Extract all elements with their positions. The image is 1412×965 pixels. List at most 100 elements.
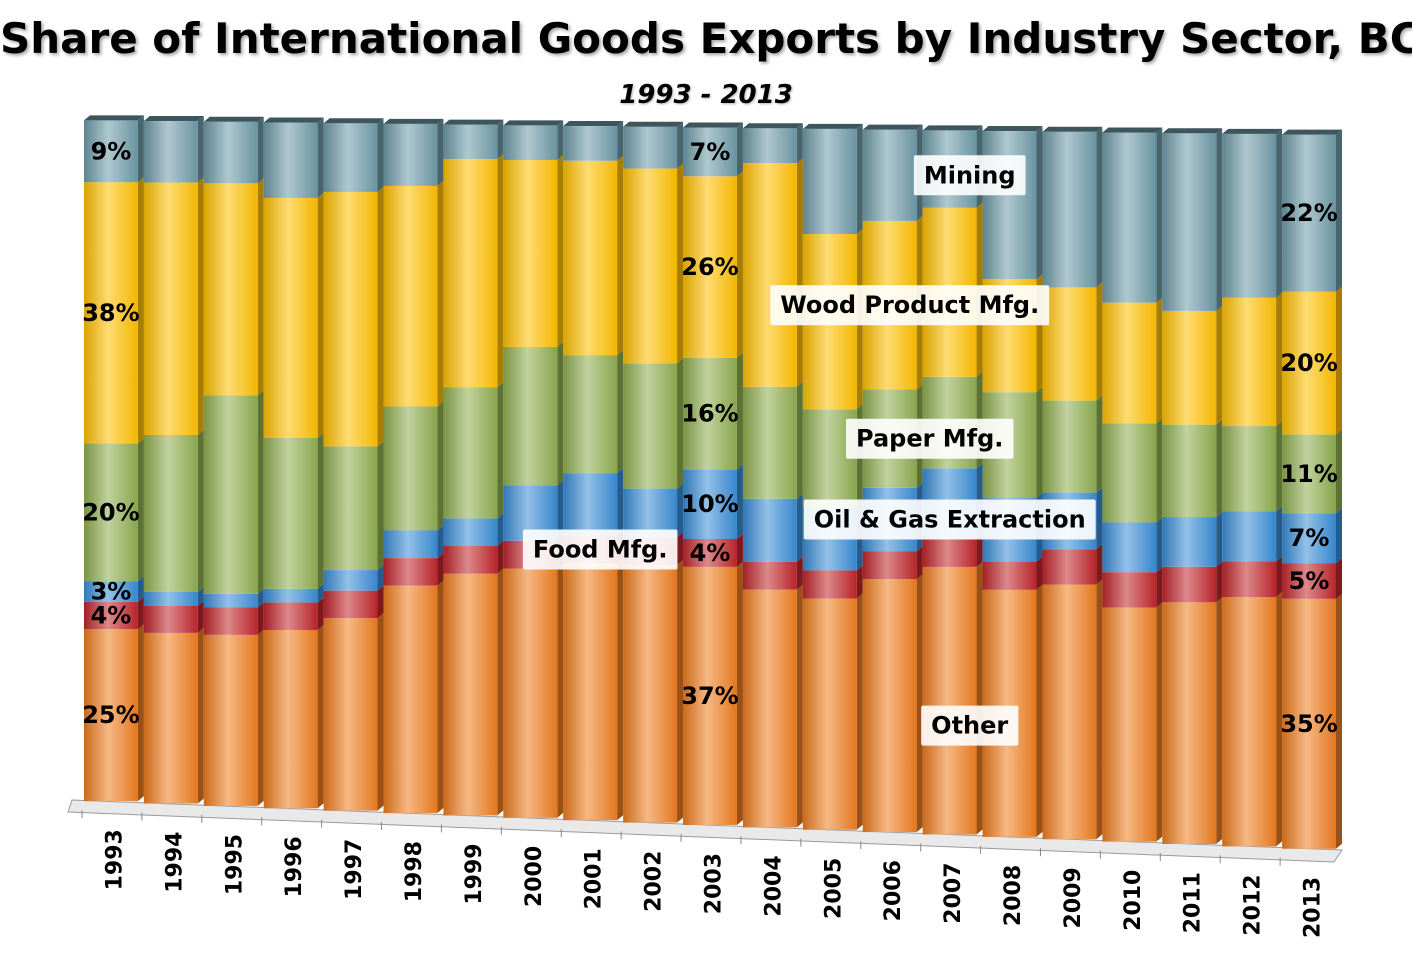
bar-segment [1042, 131, 1097, 288]
bar-segment-side [856, 593, 863, 830]
chart-floor [67, 799, 1343, 863]
bar-segment [563, 473, 618, 536]
bar-segment-side [796, 556, 803, 590]
bar-segment-side [317, 597, 324, 630]
bar-segment [203, 121, 258, 184]
bar-segment-side [1156, 602, 1163, 842]
bar-segment [503, 125, 558, 160]
bar-segment [742, 561, 797, 590]
bar-segment [683, 566, 737, 825]
bar-segment [203, 395, 258, 594]
percent-label: 4% [91, 601, 132, 629]
bar-segment [1222, 597, 1277, 847]
bar-top-cap [203, 116, 264, 122]
series-label-box [846, 418, 1014, 459]
series-label: Food Mfg. [522, 529, 678, 570]
percent-label: 5% [1289, 567, 1330, 595]
bar-segment-side [1276, 592, 1283, 847]
bar-segment [203, 607, 258, 635]
percent-label: 25% [82, 701, 139, 729]
bar-segment-side [257, 390, 264, 594]
x-tick-label: 1993 [102, 829, 127, 890]
bar-segment-side [197, 586, 204, 606]
bar-top-cap [84, 115, 144, 121]
bar-segment-side [437, 180, 444, 407]
bar-top-cap [683, 122, 743, 128]
x-tick-label: 2007 [941, 862, 966, 923]
bar-segment [1042, 584, 1097, 840]
bar-segment-side [1276, 421, 1283, 512]
bar-top-cap [802, 123, 863, 129]
series-label-box [522, 529, 678, 570]
bar-segment-side [257, 116, 264, 184]
bar-segment-side [557, 154, 564, 347]
bar-segment [1162, 310, 1217, 425]
bar-segment-side [617, 121, 624, 161]
x-tick-label: 2006 [881, 860, 906, 921]
percent-label: 35% [1280, 710, 1337, 738]
bar-segment [742, 128, 797, 164]
bar-segment [1282, 598, 1336, 849]
bar-top-cap [862, 124, 923, 130]
bar-segment [84, 182, 138, 444]
bar-segment [383, 185, 438, 407]
bar-segment-side [796, 493, 803, 562]
percent-label: 37% [681, 682, 738, 710]
bar-segment [84, 120, 138, 183]
bar-segment [1042, 549, 1097, 585]
bar-segment-side [1336, 593, 1342, 849]
bar-segment [1102, 302, 1157, 424]
bar-segment-side [1096, 544, 1103, 585]
bar-segment [503, 346, 558, 486]
percent-labels: 9%38%20%3%4%25%7%26%16%10%4%37%22%20%11%… [82, 137, 1338, 738]
series-label-box [803, 499, 1096, 540]
bar-top-cap [1162, 128, 1223, 134]
bar-segment-side [677, 358, 684, 489]
bar-segment-side [137, 438, 144, 582]
bar-segment [263, 122, 318, 198]
bar-segment [323, 123, 378, 192]
bar-segment-side [497, 541, 504, 574]
series-label-box [913, 155, 1026, 196]
bar-segment-side [1336, 558, 1342, 599]
bar-segment-side [736, 171, 743, 358]
bar-segment-side [557, 120, 564, 160]
x-tick-label: 2001 [582, 848, 607, 909]
bar-segment [84, 581, 138, 602]
bar-segment-side [1096, 487, 1103, 550]
bar-segment [1042, 400, 1097, 493]
bar-segment [443, 124, 498, 160]
bar-segment-side [1276, 556, 1283, 598]
bar-segment-side [137, 576, 144, 602]
bar-segment-side [736, 561, 743, 825]
x-tick-label: 1994 [162, 832, 187, 893]
series-labels: Mining Wood Product Mfg. Paper Mfg. Oil & G… [522, 155, 1096, 746]
bar-segment [203, 183, 258, 396]
bar-segment [563, 126, 618, 161]
bar-top-cap [982, 126, 1043, 132]
bar-segment [623, 363, 678, 489]
bar-segment [323, 446, 378, 571]
floor-plane [67, 799, 1343, 863]
series-label: Other [921, 705, 1019, 746]
bar-segment-side [137, 624, 144, 802]
bar-segment-side [317, 117, 324, 198]
bar-segment-side [197, 116, 204, 183]
bar-segment [1282, 434, 1336, 514]
bar-segment-side [557, 341, 564, 486]
bar-segment [143, 121, 198, 183]
bar-segment-side [1036, 387, 1043, 499]
bar-segment-side [257, 588, 264, 608]
x-tick-label: 2005 [821, 858, 846, 919]
bar-top-cap [1222, 128, 1283, 134]
x-tick-label: 2009 [1061, 867, 1086, 928]
bar-segment [84, 601, 138, 630]
x-tick-label: 1995 [222, 834, 247, 895]
bar-segment [323, 570, 378, 591]
bar-segment [84, 443, 138, 582]
bar-segment-side [1156, 127, 1163, 303]
bar-segment [1162, 424, 1217, 518]
percent-label: 20% [1280, 349, 1337, 377]
bar-segment-side [1156, 297, 1163, 424]
